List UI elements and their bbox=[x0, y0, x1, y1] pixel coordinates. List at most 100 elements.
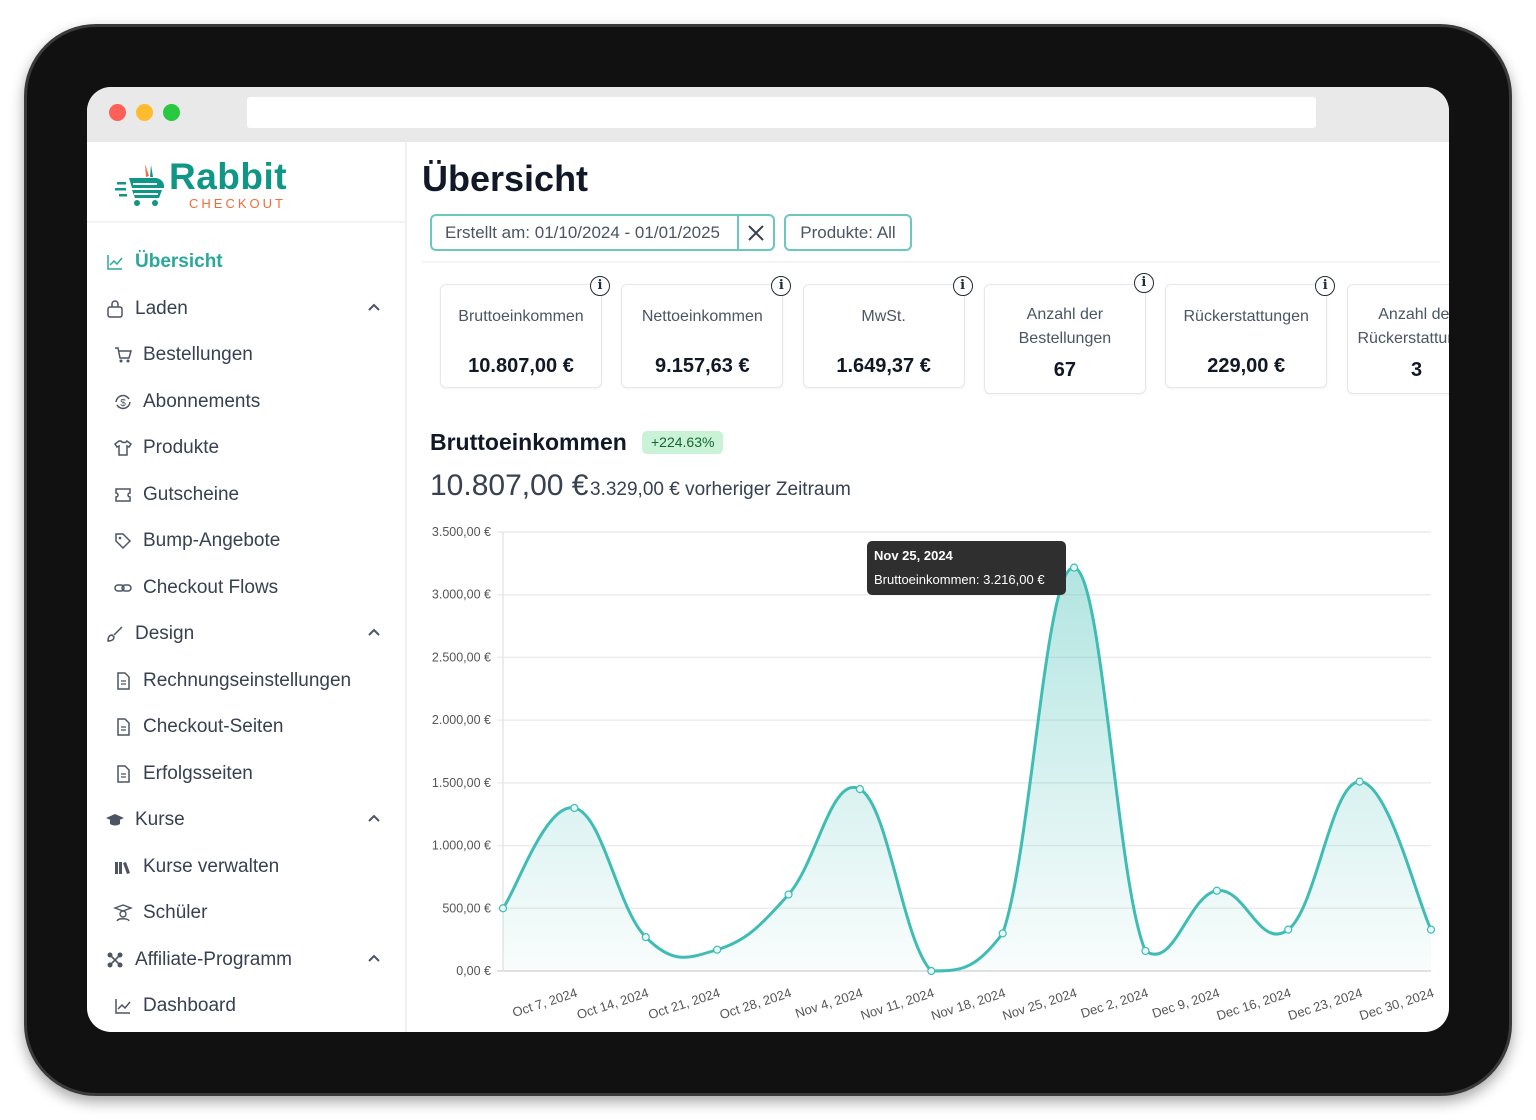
y-tick-label: 3.500,00 € bbox=[432, 525, 491, 539]
sidebar-item-produkte[interactable]: Produkte bbox=[87, 428, 405, 468]
kpi-value: 67 bbox=[1053, 359, 1077, 381]
sidebar-item-label: Checkout-Seiten bbox=[143, 716, 284, 737]
sidebar-item-laden[interactable]: Laden bbox=[87, 289, 405, 329]
y-tick-label: 2.000,00 € bbox=[432, 713, 491, 727]
sidebar-item-bump-angebote[interactable]: Bump-Angebote bbox=[87, 521, 405, 561]
sidebar-item-schüler[interactable]: Schüler bbox=[87, 893, 405, 933]
sidebar-item-label: Bestellungen bbox=[143, 344, 253, 365]
sidebar-item-kurse-verwalten[interactable]: Kurse verwalten bbox=[87, 847, 405, 887]
products-filter[interactable]: Produkte: All bbox=[784, 214, 912, 251]
revenue-chart: 0,00 € 500,00 € 1.000,00 € 1.500,00 € 2.000,… bbox=[432, 525, 1436, 1023]
sidebar-item-label: Dashboard bbox=[143, 995, 236, 1016]
logo[interactable]: Rabbit CHECKOUT bbox=[115, 156, 325, 216]
section-title: Bruttoeinkommen bbox=[430, 429, 627, 455]
y-tick-label: 1.500,00 € bbox=[432, 776, 491, 790]
x-tick-label: Dec 23, 2024 bbox=[1286, 985, 1364, 1023]
logo-name: Rabbit bbox=[169, 156, 288, 197]
y-tick-label: 3.000,00 € bbox=[432, 588, 491, 602]
chevron-up-icon[interactable] bbox=[365, 624, 383, 642]
logo-tagline: CHECKOUT bbox=[189, 196, 286, 211]
shopping-bag-icon bbox=[105, 299, 125, 319]
data-point bbox=[1426, 925, 1436, 934]
ticket-icon bbox=[113, 485, 133, 505]
sidebar-item-gutscheine[interactable]: Gutscheine bbox=[87, 475, 405, 515]
sidebar-item-checkout-seiten[interactable]: Checkout-Seiten bbox=[87, 707, 405, 747]
data-point bbox=[784, 890, 793, 899]
network-icon bbox=[105, 950, 125, 970]
document-icon bbox=[113, 717, 133, 737]
chevron-up-icon[interactable] bbox=[365, 950, 383, 968]
chevron-up-icon[interactable] bbox=[365, 299, 383, 317]
data-point bbox=[570, 803, 579, 813]
sidebar-item-dashboard[interactable]: Dashboard bbox=[87, 986, 405, 1026]
shirt-icon bbox=[113, 438, 133, 458]
sidebar-item-rechnungseinstellungen[interactable]: Rechnungseinstellungen bbox=[87, 661, 405, 701]
kpi-label: Anzahl der Bestellungen bbox=[1018, 306, 1112, 347]
change-badge: +224.63% bbox=[642, 431, 724, 454]
info-icon[interactable]: i bbox=[1315, 276, 1336, 296]
date-filter[interactable]: Erstellt am: 01/10/2024 - 01/01/2025 bbox=[430, 214, 775, 251]
x-tick-label: Nov 4, 2024 bbox=[793, 985, 864, 1021]
sidebar: Rabbit CHECKOUT Übersicht Laden Bestellung… bbox=[87, 142, 407, 1032]
sidebar-item-affiliate-programm[interactable]: Affiliate-Programm bbox=[87, 940, 405, 980]
previous-period-value: 3.329,00 € vorheriger Zeitraum bbox=[590, 479, 851, 500]
cart-icon bbox=[113, 345, 133, 365]
sidebar-item-label: Checkout Flows bbox=[143, 576, 279, 598]
document-icon bbox=[113, 671, 133, 691]
address-bar[interactable] bbox=[247, 97, 1316, 128]
data-point bbox=[1284, 925, 1293, 934]
sidebar-item-design[interactable]: Design bbox=[87, 614, 405, 654]
info-icon[interactable]: i bbox=[771, 276, 792, 296]
kpi-card: MwSt. 1.649,37 € bbox=[802, 284, 965, 388]
x-tick-label: Dec 9, 2024 bbox=[1150, 985, 1221, 1021]
sidebar-item-bestellungen[interactable]: Bestellungen bbox=[87, 335, 405, 375]
sidebar-item-kurse[interactable]: Kurse bbox=[87, 800, 405, 840]
browser-titlebar bbox=[87, 87, 1449, 142]
x-tick-label: Oct 7, 2024 bbox=[510, 985, 579, 1020]
tooltip-date: Nov 25, 2024 bbox=[874, 548, 953, 563]
close-icon bbox=[748, 224, 764, 241]
sidebar-item-checkout-flows[interactable]: Checkout Flows bbox=[87, 568, 405, 608]
chevron-up-icon[interactable] bbox=[365, 810, 383, 828]
data-point bbox=[1069, 563, 1079, 572]
clear-date-filter-button[interactable] bbox=[737, 216, 773, 249]
sidebar-item-label: Kurse verwalten bbox=[143, 855, 280, 877]
sidebar-item-label: Abonnements bbox=[143, 390, 261, 412]
brush-icon bbox=[105, 624, 125, 644]
x-tick-label: Dec 16, 2024 bbox=[1215, 985, 1293, 1023]
x-tick-label: Dec 30, 2024 bbox=[1357, 985, 1435, 1023]
sidebar-item-erfolgsseiten[interactable]: Erfolgsseiten bbox=[87, 754, 405, 794]
data-point bbox=[1141, 946, 1150, 956]
info-icon[interactable]: i bbox=[952, 276, 973, 296]
student-icon bbox=[113, 903, 133, 923]
kpi-value: 3 bbox=[1410, 359, 1423, 381]
tag-icon bbox=[113, 531, 133, 551]
data-point bbox=[713, 945, 722, 954]
maximize-window-button[interactable] bbox=[163, 104, 180, 121]
sidebar-item-label: Übersicht bbox=[135, 251, 223, 272]
close-window-button[interactable] bbox=[109, 104, 126, 121]
tooltip-value: Bruttoeinkommen: 3.216,00 € bbox=[874, 572, 1045, 587]
kpi-card: Bruttoeinkommen 10.807,00 € bbox=[440, 284, 602, 388]
minimize-window-button[interactable] bbox=[136, 104, 153, 121]
kpi-card: Anzahl der Bestellungen 67 bbox=[983, 284, 1146, 394]
kpi-label: Nettoeinkommen bbox=[641, 308, 763, 325]
sidebar-item-label: Bump-Angebote bbox=[143, 530, 281, 551]
books-icon bbox=[113, 857, 133, 877]
info-icon[interactable]: i bbox=[590, 276, 610, 296]
kpi-value: 229,00 € bbox=[1207, 355, 1286, 377]
graduation-cap-icon bbox=[105, 810, 125, 830]
info-icon[interactable]: i bbox=[1133, 273, 1154, 293]
main-content: Übersicht Erstellt am: 01/10/2024 - 01/0… bbox=[407, 142, 1449, 1032]
kpi-label: MwSt. bbox=[861, 308, 906, 325]
y-tick-label: 1.000,00 € bbox=[432, 839, 491, 853]
sidebar-item-label: Kurse bbox=[135, 809, 185, 830]
page-title: Übersicht bbox=[422, 158, 589, 199]
data-point bbox=[498, 904, 508, 913]
x-tick-label: Oct 28, 2024 bbox=[718, 985, 793, 1022]
sidebar-item-übersicht[interactable]: Übersicht bbox=[87, 242, 405, 282]
sidebar-item-abonnements[interactable]: $ Abonnements bbox=[87, 382, 405, 422]
divider bbox=[87, 221, 405, 223]
kpi-card: Nettoeinkommen 9.157,63 € bbox=[621, 284, 784, 388]
data-point bbox=[1355, 777, 1364, 786]
